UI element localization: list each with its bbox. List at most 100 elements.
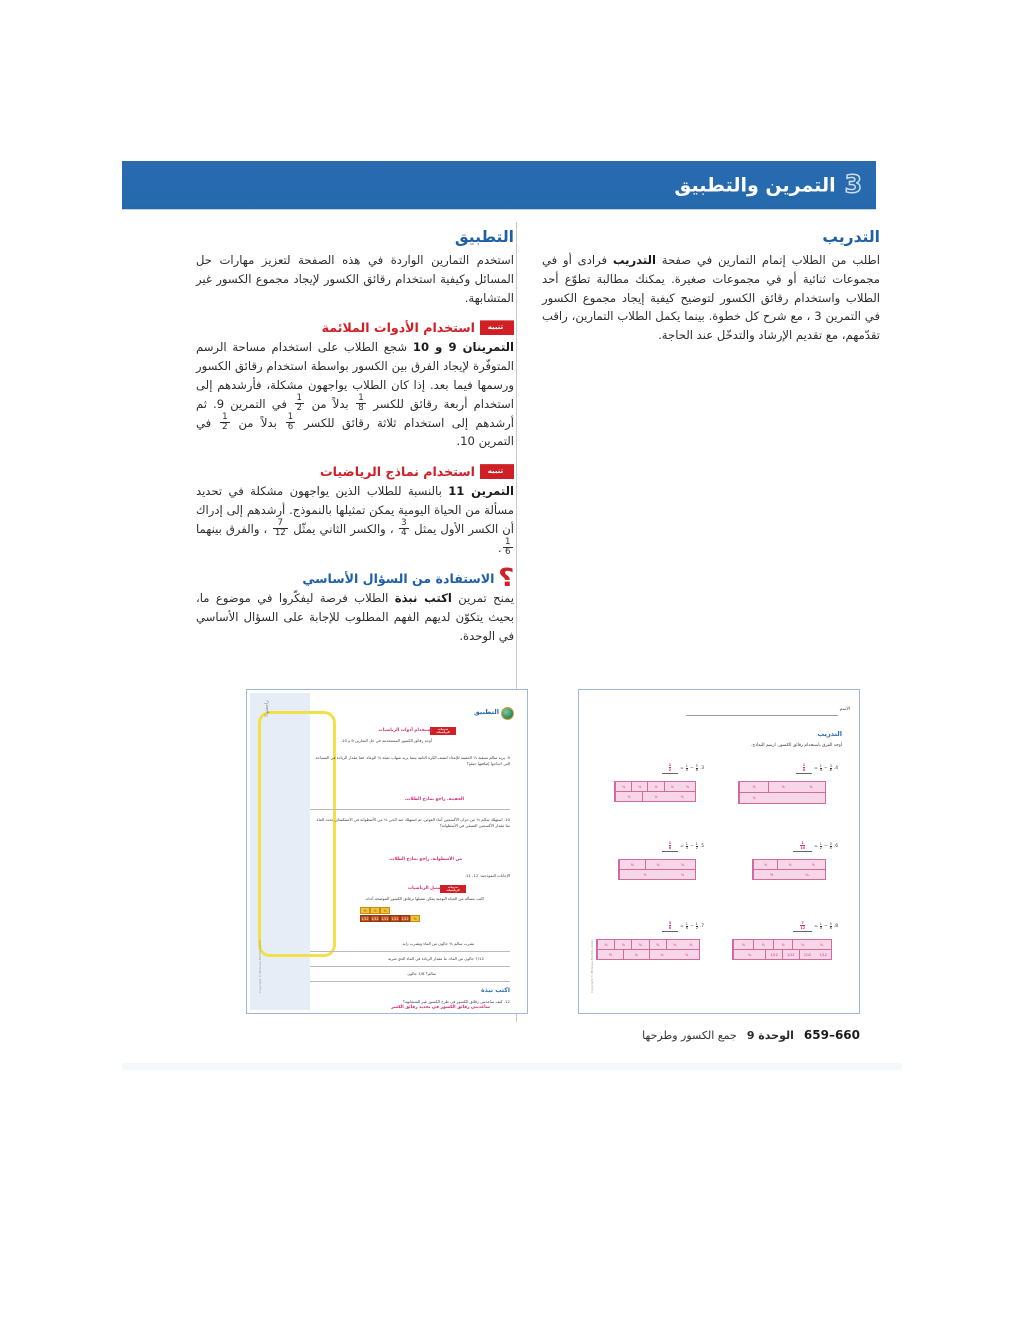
page-footer: 660–659 الوحدة 9 جمع الكسور وطرحها bbox=[642, 1028, 860, 1042]
practice-worksheet-thumbnail[interactable]: الاسم التدريب أوجد الفرق باستخدام رقائق … bbox=[578, 689, 860, 1014]
unit-label: الوحدة 9 bbox=[746, 1029, 794, 1042]
bottom-strip bbox=[122, 1063, 902, 1070]
problem-index: 4. bbox=[833, 766, 838, 772]
fraction-strip-model: ⅙ ⅙ ⅙ ⅓ ⅙ bbox=[618, 859, 696, 881]
fraction-denominator: 8 bbox=[356, 402, 366, 413]
fraction-numerator: 7 bbox=[277, 517, 284, 528]
strip-cell: 1/12 bbox=[782, 950, 799, 960]
practice-heading: التدريب bbox=[822, 228, 880, 246]
fraction-denominator: 12 bbox=[272, 527, 288, 538]
strip-cell: ⅙ bbox=[669, 792, 695, 802]
problem-equals: = bbox=[814, 844, 818, 850]
body-text-3: ، والفرق بينهما bbox=[196, 521, 272, 536]
strip-cell: ½ bbox=[597, 950, 623, 960]
subsection-essential-question: ؟ الاستفادة من السؤال الأساسي يمنح تمرين… bbox=[196, 563, 515, 645]
divider-rule bbox=[310, 809, 510, 810]
problem-operator: − bbox=[823, 844, 828, 850]
strip-cell: ⅙ bbox=[644, 860, 671, 869]
fraction-numerator: 1 bbox=[358, 392, 364, 403]
strip-cell: ⅙ bbox=[631, 782, 648, 791]
red-question-mark-icon: ؟ bbox=[498, 563, 515, 593]
worksheet-side-credit: Copyright © McGraw-Hill Education bbox=[258, 939, 262, 993]
practice-head-2-rest: اكتب مسألة من الحياة اليومية يمكن تمثيله… bbox=[365, 896, 484, 901]
problem-operator: − bbox=[689, 766, 694, 772]
subsection-title: الاستفادة من السؤال الأساسي bbox=[302, 570, 495, 586]
problem-index: 8. bbox=[833, 924, 838, 930]
strip-cell: ⅕ bbox=[753, 860, 778, 869]
write-brief-title: اكتب نبذة bbox=[480, 987, 510, 994]
problem-equals: = bbox=[814, 766, 818, 772]
body-text-3: في التمرين 9. ثم أرشدهم إلى استخدام ثلاث… bbox=[196, 396, 514, 430]
red-arrow-badge-icon: تنبيه bbox=[480, 464, 514, 480]
subsection-head-row: تنبيه استخدام الأدوات الملائمة bbox=[196, 320, 514, 336]
worksheet-side-credit: Copyright © McGraw-Hill Education bbox=[590, 939, 594, 993]
body-text-1: يمنح تمرين bbox=[451, 591, 514, 606]
fraction-strip-model: ⅙ ⅙ ⅙ ⅙ ⅙ ⅓ ⅙ ⅙ bbox=[614, 781, 696, 803]
strip-cell: ⅛ bbox=[631, 940, 649, 949]
fraction-strip-model: ⅛ ⅛ ⅛ ¼ bbox=[738, 781, 826, 805]
handwriting-note: راجعنها! bbox=[264, 700, 270, 717]
question-10: 10. استهلك سالم ⅓ من خزان الأكسجين أثناء… bbox=[315, 817, 510, 828]
strip-cell: ⅕ bbox=[777, 860, 802, 869]
strip-cell: 1/12 bbox=[815, 950, 832, 960]
strip-cell: 1/12 bbox=[765, 950, 782, 960]
application-worksheet-thumbnail[interactable]: راجعنها! التطبيق تدريبات الرياضيات استخد… bbox=[246, 689, 528, 1014]
question-12: 12. كيف ساعدتني رقائق الكسور في طرح الكس… bbox=[402, 999, 510, 1004]
strip-cell: ½ bbox=[753, 870, 790, 880]
globe-icon bbox=[501, 707, 514, 720]
answer-9: الحقيبة. راجع نماذج الطلاب. bbox=[404, 797, 464, 802]
exercise-reference: التمرين 11 bbox=[448, 484, 514, 499]
fraction-denominator: 6 bbox=[285, 421, 296, 432]
problem-index: 7. bbox=[699, 924, 704, 930]
strip-cell: ⅓ bbox=[615, 792, 642, 802]
fraction-strip-model: ⅙ ⅙ ⅙ ⅙ ⅙ ¼ 1/12 1/12 1/12 1/12 bbox=[732, 939, 832, 961]
strip-cell: ⅛ bbox=[797, 782, 825, 792]
strip-cell: ⅙ bbox=[615, 782, 632, 791]
subsection-title: استخدام الأدوات الملائمة bbox=[321, 320, 475, 336]
strip-cell: ⅛ bbox=[597, 940, 615, 949]
subsection-body: التمرينان 9 و 10 شجع الطلاب على استخدام … bbox=[196, 338, 514, 451]
practice-column: التدريب اطلب من الطلاب إتمام التمارين في… bbox=[542, 228, 880, 345]
strip-cell: ⅙ bbox=[647, 782, 664, 791]
fraction-strip-model: ⅕ ⅕ ⅕ ½ ⅒ bbox=[752, 859, 826, 881]
section-number: 3 bbox=[844, 169, 863, 199]
problem-operator: − bbox=[689, 924, 694, 930]
problem-answer: 7 12 bbox=[793, 921, 813, 933]
unit-description: جمع الكسور وطرحها bbox=[642, 1029, 737, 1042]
strip-row-bottom: ¼ bbox=[738, 792, 826, 805]
strip-row-bottom: ½ ⅒ bbox=[752, 869, 826, 881]
math-practice-tag: تدريبات الرياضيات bbox=[430, 727, 456, 735]
exercise-reference: التمرينان 9 و 10 bbox=[412, 340, 515, 355]
fraction-chip: 1/12 bbox=[400, 915, 410, 922]
divider-rule bbox=[310, 981, 510, 982]
body-text-4: بدلاً من bbox=[231, 415, 285, 430]
strip-cell: 1/12 bbox=[798, 950, 816, 960]
body-text-5: في التمرين 10. bbox=[196, 415, 514, 449]
practice-paragraph-prefix: اطلب من الطلاب إتمام التمارين في صفحة bbox=[655, 253, 880, 267]
strip-cell: ¼ bbox=[733, 950, 766, 960]
subsection-title: استخدام نماذج الرياضيات bbox=[320, 464, 475, 480]
fraction-chip: ⅙ bbox=[410, 915, 420, 922]
fraction-chip: 1/12 bbox=[360, 915, 370, 922]
application-column: التطبيق استخدم التمارين الواردة في هذه ا… bbox=[196, 228, 515, 646]
problem-operator: − bbox=[689, 844, 694, 850]
strip-cell: ⅙ bbox=[642, 792, 669, 802]
strip-cell: ⅛ bbox=[648, 950, 675, 960]
strip-cell: ⅒ bbox=[789, 870, 825, 880]
chip-row-top: ⅕ ⅕ ⅕ bbox=[360, 907, 420, 914]
fraction-denominator: 6 bbox=[503, 546, 513, 557]
fraction-denominator: 2 bbox=[220, 421, 230, 432]
